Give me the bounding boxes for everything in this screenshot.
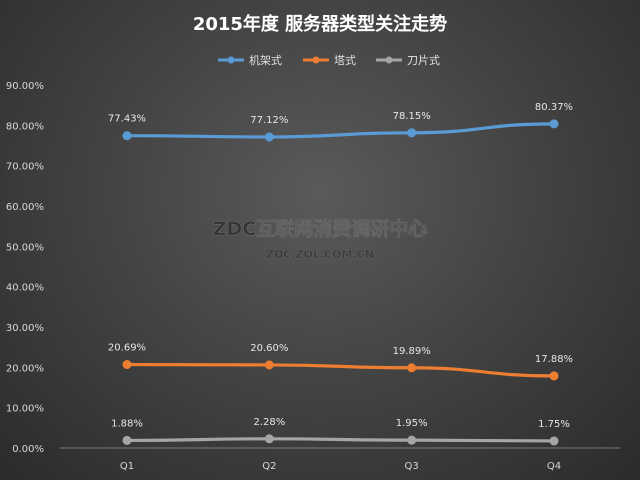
data-label: 17.88% [535, 354, 573, 365]
legend-marker [385, 56, 393, 64]
data-point [264, 434, 274, 444]
data-point [122, 131, 132, 141]
x-tick-label: Q2 [262, 461, 276, 472]
data-point [407, 435, 417, 445]
y-tick-label: 60.00% [6, 202, 44, 213]
x-tick-label: Q3 [405, 461, 419, 472]
data-label: 78.15% [393, 111, 431, 122]
y-tick-label: 10.00% [6, 404, 44, 415]
data-point [122, 360, 132, 370]
data-point [549, 119, 559, 129]
chart-legend: 机架式 塔式 刀片式 [218, 53, 440, 67]
data-label: 1.88% [111, 418, 143, 429]
data-point [407, 128, 417, 138]
data-label: 2.28% [253, 417, 285, 428]
y-tick-label: 20.00% [6, 363, 44, 374]
y-axis: 0.00% 10.00% 20.00% 30.00% 40.00% 50.00% 60.00… [6, 81, 44, 455]
data-label: 1.95% [396, 418, 428, 429]
y-tick-label: 90.00% [6, 81, 44, 92]
series-layer: 77.43% 77.12% 78.15% 80.37% 20.69% 20.60% 19.8… [108, 102, 573, 446]
series-1: 20.69% 20.60% 19.89% 17.88% [108, 343, 573, 381]
chart-title: 2015年度 服务器类型关注走势 [193, 13, 447, 35]
y-tick-label: 50.00% [6, 242, 44, 253]
legend-marker [227, 56, 235, 64]
x-axis: Q1 Q2 Q3 Q4 [60, 447, 620, 472]
data-point [549, 371, 559, 381]
data-label: 77.12% [250, 115, 288, 126]
series-line [125, 122, 556, 139]
y-tick-label: 30.00% [6, 323, 44, 334]
legend-label: 机架式 [249, 53, 282, 67]
data-point [264, 360, 274, 370]
data-label: 1.75% [538, 419, 570, 430]
y-tick-label: 40.00% [6, 283, 44, 294]
series-line [125, 437, 556, 443]
x-tick-label: Q4 [547, 461, 561, 472]
y-tick-label: 0.00% [12, 444, 44, 455]
data-label: 77.43% [108, 114, 146, 125]
data-label: 80.37% [535, 102, 573, 113]
watermark-title: ZDC互联网消费调研中心 [213, 217, 428, 240]
legend-label: 刀片式 [407, 54, 440, 67]
y-tick-label: 70.00% [6, 162, 44, 173]
data-point [549, 436, 559, 446]
legend-item: 机架式 [218, 53, 282, 67]
series-0: 77.43% 77.12% 78.15% 80.37% [108, 102, 573, 142]
data-label: 20.60% [250, 343, 288, 354]
watermark: ZDC互联网消费调研中心 ZDC.ZOL.COM.CN [212, 217, 428, 262]
data-point [122, 435, 132, 445]
series-2: 1.88% 2.28% 1.95% 1.75% [111, 417, 570, 446]
data-label: 19.89% [393, 346, 431, 357]
legend-marker [312, 56, 320, 64]
data-label: 20.69% [108, 343, 146, 354]
watermark-url: ZDC.ZOL.COM.CN [266, 248, 374, 261]
y-tick-label: 80.00% [6, 121, 44, 132]
legend-item: 刀片式 [376, 54, 440, 67]
legend-item: 塔式 [303, 54, 356, 67]
legend-label: 塔式 [334, 54, 356, 67]
series-line [125, 362, 556, 378]
data-point [407, 363, 417, 373]
x-tick-label: Q1 [120, 461, 134, 472]
data-point [264, 132, 274, 142]
